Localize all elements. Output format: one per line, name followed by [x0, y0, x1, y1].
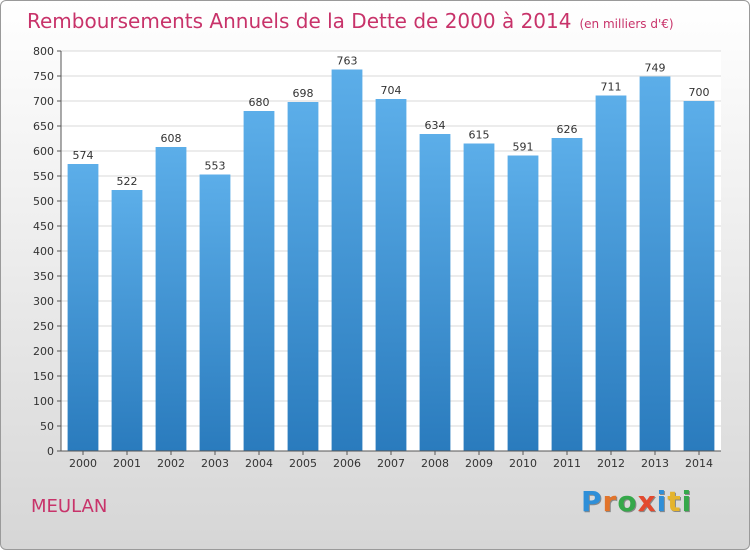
bar-2007[interactable] [375, 99, 407, 451]
y-tick-label: 800 [33, 45, 54, 58]
value-label-2010: 591 [513, 141, 534, 154]
x-tick-label-2012: 2012 [597, 457, 625, 470]
y-tick-label: 350 [33, 270, 54, 283]
bar-2001[interactable] [111, 190, 143, 451]
logo-letter-0: P [581, 485, 603, 518]
value-label-2012: 711 [601, 81, 622, 94]
bar-2005[interactable] [287, 102, 319, 451]
y-tick-label: 450 [33, 220, 54, 233]
chart-title: Remboursements Annuels de la Dette de 20… [27, 9, 674, 33]
y-tick-label: 550 [33, 170, 54, 183]
x-tick-label-2014: 2014 [685, 457, 713, 470]
logo-letter-5: t [667, 485, 682, 518]
value-label-2014: 700 [689, 86, 710, 99]
value-label-2005: 698 [293, 87, 314, 100]
value-label-2007: 704 [381, 84, 402, 97]
logo-letter-6: i [681, 485, 693, 518]
x-tick-label-2011: 2011 [553, 457, 581, 470]
bar-2010[interactable] [507, 155, 539, 452]
x-tick-label-2008: 2008 [421, 457, 449, 470]
value-label-2011: 626 [557, 123, 578, 136]
value-label-2008: 634 [425, 119, 446, 132]
x-tick-label-2010: 2010 [509, 457, 537, 470]
commune-name: MEULAN [31, 496, 108, 517]
bar-2013[interactable] [639, 76, 671, 452]
bar-2012[interactable] [595, 95, 627, 452]
bar-2003[interactable] [199, 174, 231, 452]
x-tick-label-2003: 2003 [201, 457, 229, 470]
y-tick-label: 250 [33, 320, 54, 333]
bar-2011[interactable] [551, 138, 583, 451]
value-label-2009: 615 [469, 129, 490, 142]
chart-title-text: Remboursements Annuels de la Dette de 20… [27, 9, 572, 33]
y-tick-label: 150 [33, 370, 54, 383]
bar-2008[interactable] [419, 134, 451, 451]
y-tick-label: 50 [40, 420, 54, 433]
logo-letter-2: o [617, 485, 638, 518]
bar-2014[interactable] [683, 101, 715, 451]
y-tick-label: 100 [33, 395, 54, 408]
x-tick-label-2005: 2005 [289, 457, 317, 470]
value-label-2002: 608 [161, 132, 182, 145]
x-tick-label-2007: 2007 [377, 457, 405, 470]
y-tick-label: 400 [33, 245, 54, 258]
bar-2000[interactable] [67, 164, 99, 451]
bar-2009[interactable] [463, 143, 495, 452]
value-label-2000: 574 [73, 149, 94, 162]
value-label-2013: 749 [645, 62, 666, 75]
y-tick-label: 300 [33, 295, 54, 308]
value-label-2001: 522 [117, 175, 138, 188]
y-tick-label: 500 [33, 195, 54, 208]
bar-2006[interactable] [331, 69, 363, 452]
value-label-2004: 680 [249, 96, 270, 109]
value-label-2006: 763 [337, 55, 358, 68]
x-tick-label-2006: 2006 [333, 457, 361, 470]
logo-letter-3: x [637, 485, 657, 518]
y-tick-label: 700 [33, 95, 54, 108]
proxiti-logo[interactable]: Proxiti [581, 485, 692, 518]
x-tick-label-2000: 2000 [69, 457, 97, 470]
x-tick-label-2009: 2009 [465, 457, 493, 470]
logo-letter-4: i [656, 485, 668, 518]
y-tick-label: 600 [33, 145, 54, 158]
y-tick-label: 0 [47, 445, 54, 458]
x-tick-label-2002: 2002 [157, 457, 185, 470]
y-tick-label: 650 [33, 120, 54, 133]
y-tick-label: 750 [33, 70, 54, 83]
x-tick-label-2013: 2013 [641, 457, 669, 470]
y-tick-label: 200 [33, 345, 54, 358]
logo-letter-1: r [602, 485, 618, 518]
x-tick-label-2004: 2004 [245, 457, 273, 470]
value-label-2003: 553 [205, 160, 226, 173]
unit-note: (en milliers d'€) [579, 17, 674, 31]
x-tick-label-2001: 2001 [113, 457, 141, 470]
bar-2002[interactable] [155, 147, 187, 451]
bar-2004[interactable] [243, 111, 275, 451]
